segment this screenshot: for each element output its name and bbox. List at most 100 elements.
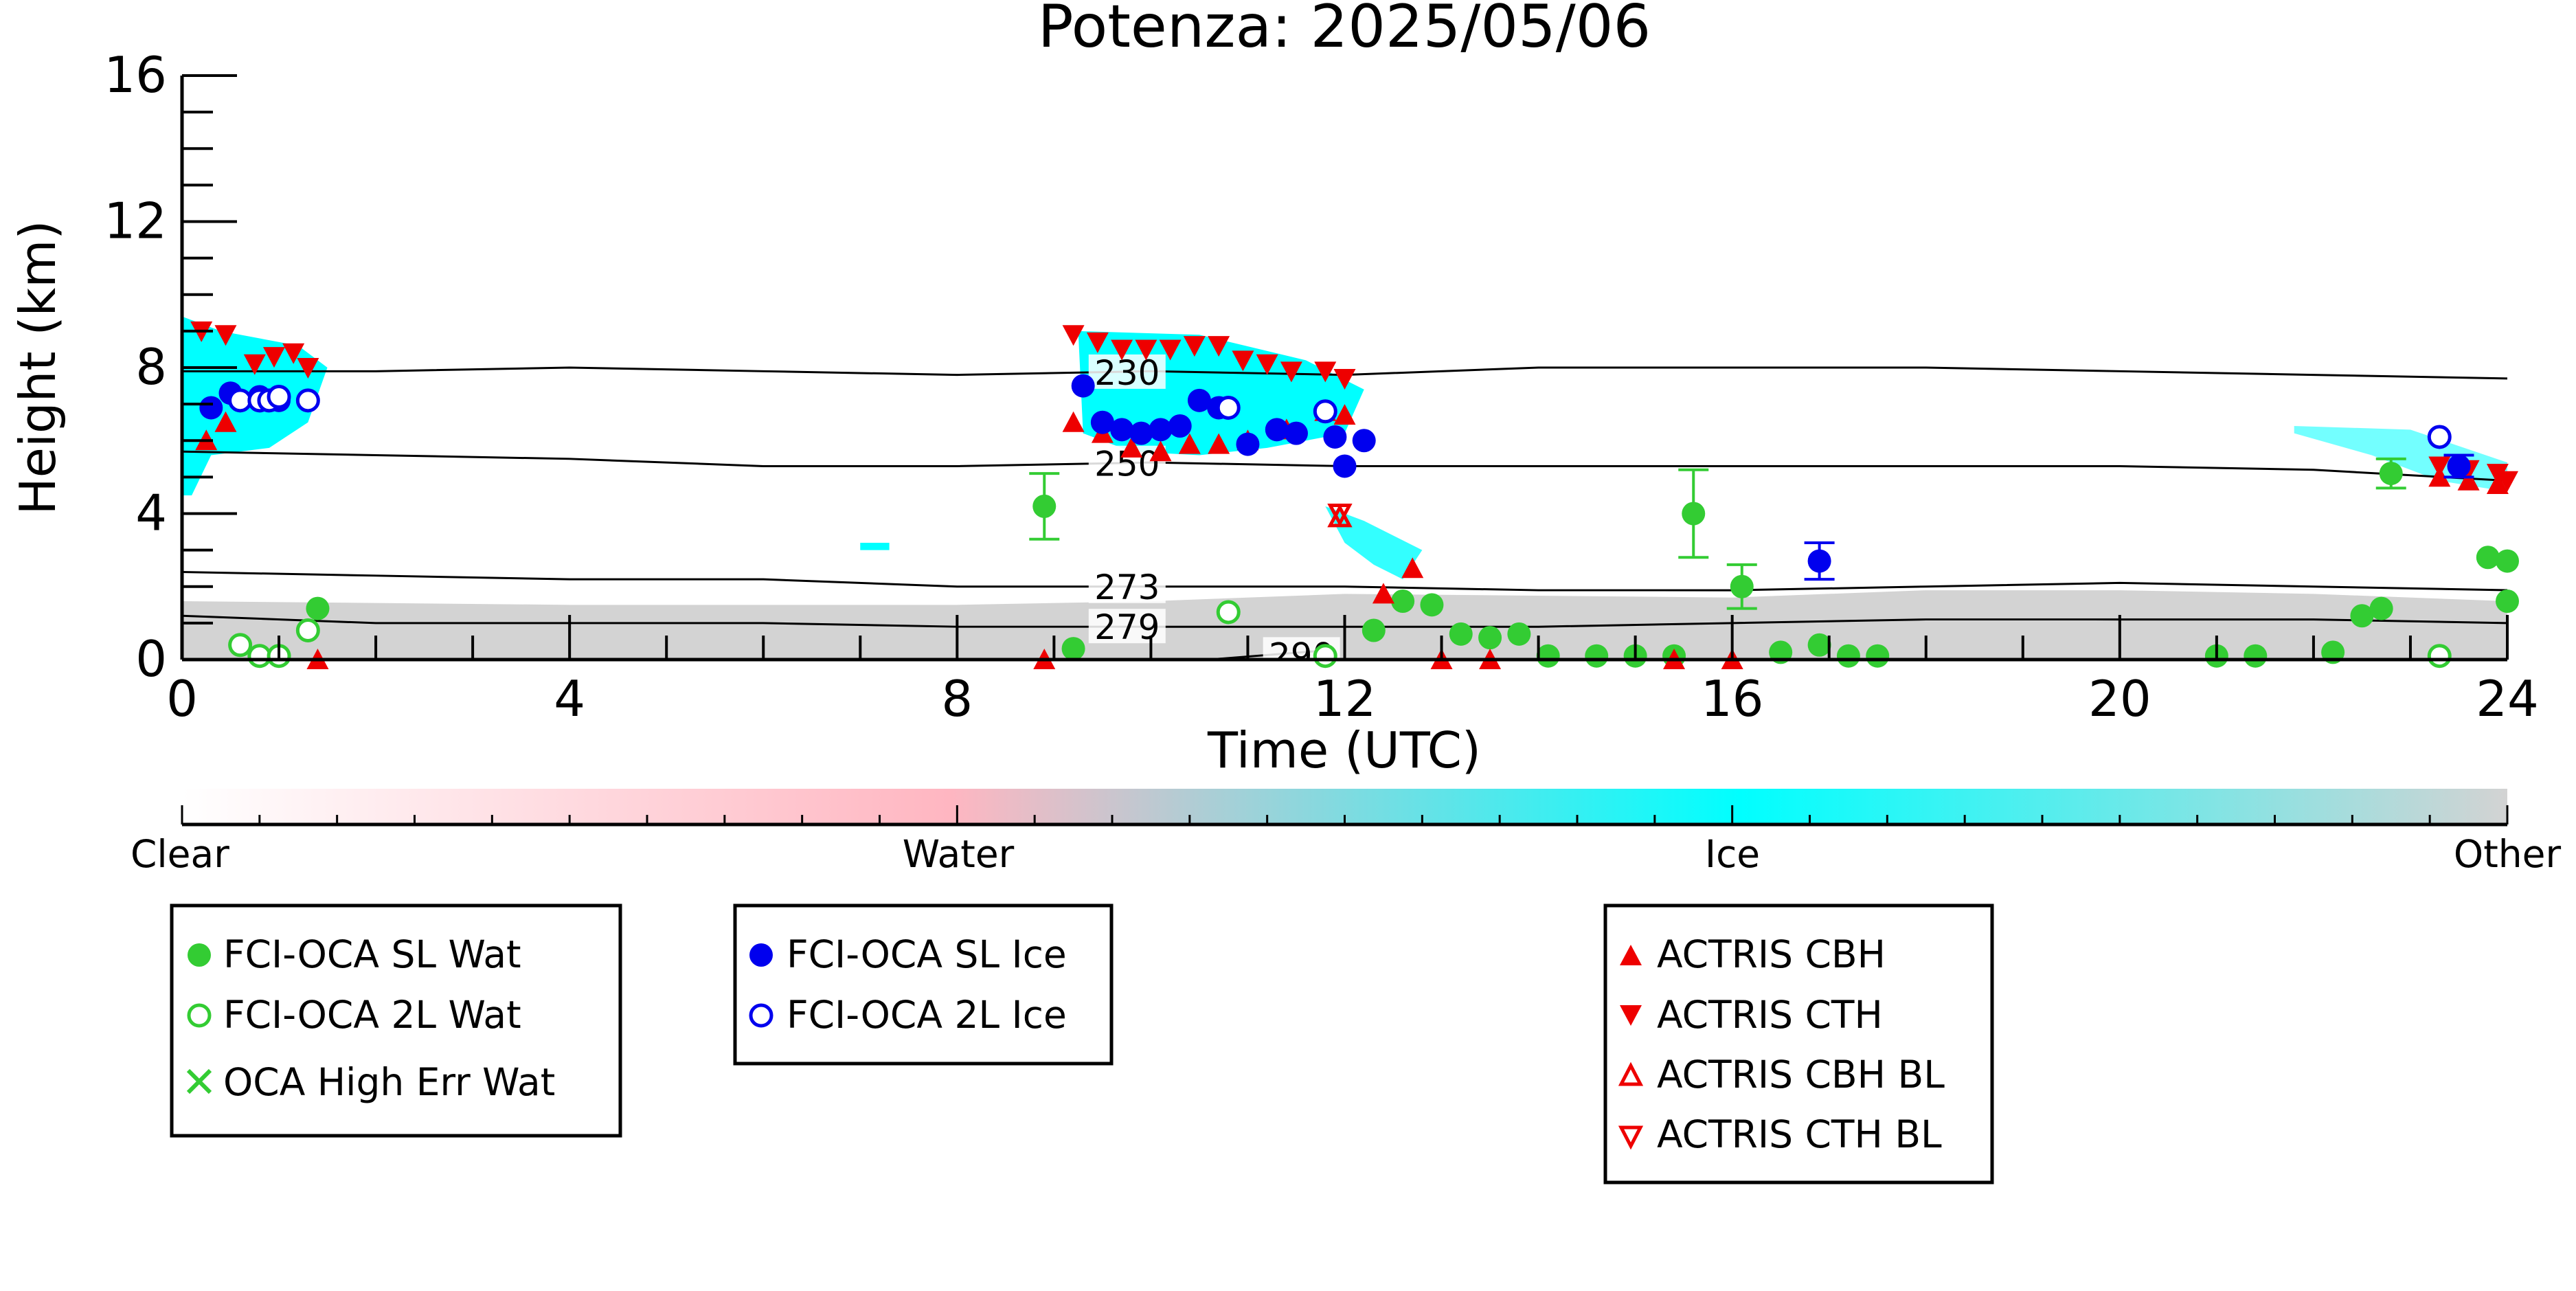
fci-oca-sl-wat-point [1585,644,1609,668]
fci-oca-sl-wat-point [1362,618,1386,642]
isotherm-label-bg-273 [1088,568,1166,603]
x-tick-label: 16 [1701,670,1764,728]
fci-oca-sl-ice-point [1129,421,1153,445]
legend-marker-cth [1620,1005,1642,1026]
fci-oca-sl-ice-point [1807,549,1831,573]
actris-cth-point [214,325,237,346]
data-markers [190,321,2519,669]
legend-marker-cbh-bl [1618,1062,1644,1086]
y-tick-label: 0 [135,630,167,688]
actris-cbh-point [1333,404,1356,425]
fci-oca-sl-ice-point [1352,429,1376,453]
shade-ice-speck [860,543,890,550]
actris-cth-point [1256,354,1278,375]
fci-oca-2l-wat-point [295,618,320,642]
y-axis-label: Height (km) [9,221,67,515]
actris-cth-point [1086,332,1109,353]
fci-oca-sl-wat-point [1836,644,1860,668]
legend-marker-high-err-wat [186,1068,212,1094]
actris-cth-point [2428,456,2451,478]
actris-cbh-point [1149,440,1172,462]
actris-cth-point [262,347,285,368]
actris-cth-point [1333,368,1356,390]
actris-cbh-point [1178,433,1201,454]
x-tick-label: 20 [2088,670,2151,728]
actris-cbh-point [1372,583,1394,604]
fci-oca-2l-ice-point [1313,399,1337,424]
legend-label-2l-ice: FCI-OCA 2L Ice [787,993,1067,1037]
legend-marker-2l-ice [749,1003,773,1028]
fci-oca-2l-ice-point [295,388,320,413]
y-tick-label: 8 [135,338,167,396]
fci-oca-sl-ice-point [1149,418,1173,442]
fci-oca-sl-wat-point [1391,590,1415,613]
chart-title: Potenza: 2025/05/06 [1038,0,1651,61]
legend-ice: FCI-OCA SL Ice FCI-OCA 2L Ice [733,903,1114,1066]
actris-cth-point [1208,336,1230,357]
actris-cth-point [2496,471,2518,492]
legend-marker-cbh [1620,945,1642,965]
fci-oca-2l-wat-point [247,644,272,669]
axes: 0 4 8 12 16 0 4 8 12 16 20 24 [104,46,2538,728]
legend-label-sl-wat: FCI-OCA SL Wat [223,932,521,976]
fci-oca-sl-wat-point [1536,644,1560,668]
fci-oca-sl-wat-point [1449,622,1473,646]
fci-oca-2l-wat-point [1313,644,1337,669]
fci-oca-sl-ice-point [1323,425,1347,449]
legend-marker-sl-wat [188,943,211,967]
x-tick-label: 8 [941,670,973,728]
actris-cth-bl-point [1327,504,1353,527]
y-tick-label: 12 [104,192,167,250]
fci-oca-sl-wat-point [2476,546,2500,570]
x-axis-label: Time (UTC) [1207,721,1481,779]
fci-oca-sl-wat-point [1061,637,1085,661]
actris-cbh-point [214,411,237,432]
isotherm-label-bg-279 [1088,609,1166,644]
actris-cth-point [1111,339,1133,361]
actris-cth-point [1062,325,1085,346]
fci-oca-sl-ice-point [1265,418,1289,442]
colorbar-ticks [181,805,2509,827]
actris-cth-point [282,343,305,364]
actris-cth-point [1159,339,1182,361]
isotherm-label-279: 279 [1094,607,1160,647]
legend-label-2l-wat: FCI-OCA 2L Wat [223,993,521,1037]
actris-cth-point [243,354,266,375]
actris-cbh-point [1401,557,1424,579]
fci-oca-sl-ice-point [1333,454,1357,478]
fci-oca-2l-ice-point [1216,395,1241,420]
fci-oca-2l-wat-point [2427,644,2452,669]
fci-oca-2l-ice-point [267,385,291,409]
fci-oca-sl-wat-point [2350,604,2374,628]
fci-oca-sl-wat-point [306,596,330,620]
legend-marker-2l-wat [187,1003,212,1028]
fci-oca-sl-wat-point [2496,590,2519,613]
fci-oca-sl-ice-point [199,396,223,420]
fci-oca-sl-wat-point [1682,502,1706,526]
legend-marker-cth-bl [1618,1125,1644,1150]
actris-cbh-point [1062,411,1085,432]
colorbar-label-other: Other [2454,832,2562,876]
actris-cth-point [1314,361,1337,383]
fci-oca-sl-ice-point [1110,418,1134,442]
legend-label-cbh: ACTRIS CBH [1657,932,1886,976]
colorbar-label-water: Water [903,832,1015,876]
colorbar-label-clear: Clear [131,832,229,876]
isotherm-label-273: 273 [1094,568,1160,607]
fci-oca-2l-ice-point [228,388,253,413]
actris-cth-point [1183,336,1206,357]
x-tick-label: 12 [1313,670,1377,728]
fci-oca-sl-ice-point [1168,414,1192,438]
actris-cth-point [2486,464,2509,485]
legend-label-cth-bl: ACTRIS CTH BL [1657,1112,1942,1156]
fci-oca-sl-ice-point [1284,421,1308,445]
legend-marker-sl-ice [749,943,773,967]
x-tick-label: 24 [2476,670,2539,728]
fci-oca-sl-wat-point [1420,593,1444,617]
fci-oca-sl-wat-point [2496,549,2519,573]
x-tick-label: 0 [166,670,198,728]
actris-cth-point [297,358,319,379]
legend-actris: ACTRIS CBH ACTRIS CTH ACTRIS CBH BL ACTR… [1603,903,1994,1185]
fci-oca-sl-wat-point [1478,626,1502,650]
